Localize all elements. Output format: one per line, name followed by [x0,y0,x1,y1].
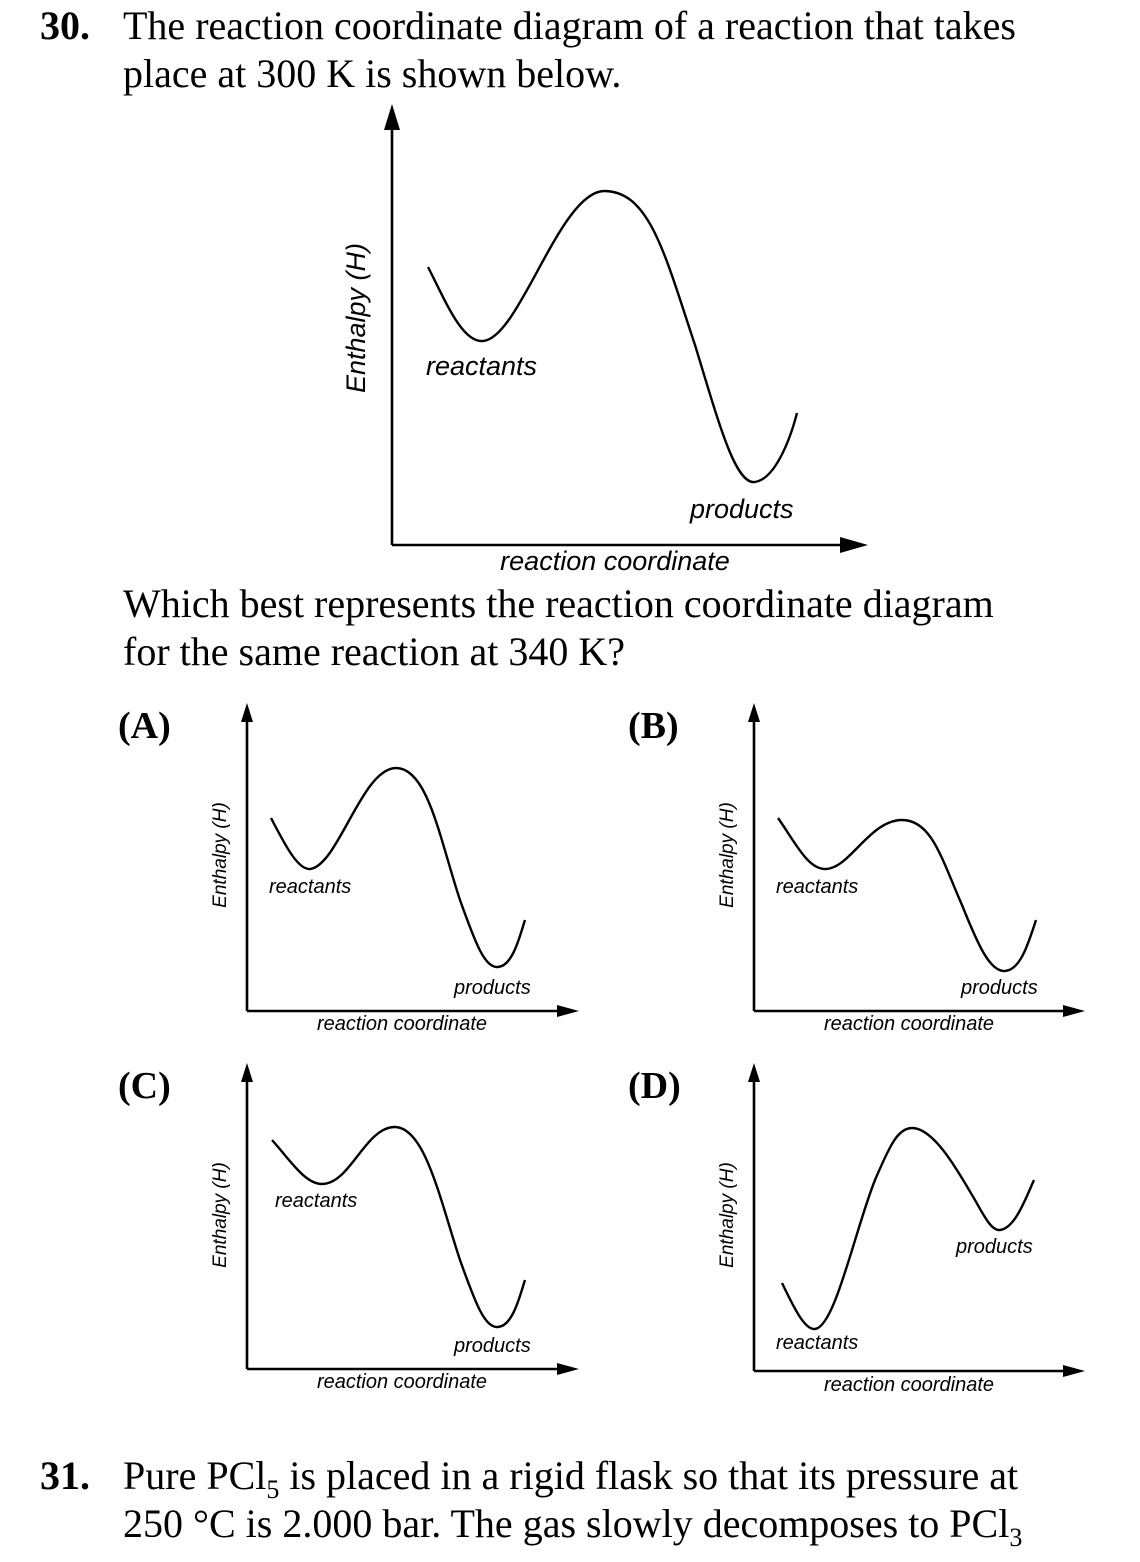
option-c-label[interactable]: (C) [118,1065,171,1107]
main-y-axis-label: Enthalpy (H) [341,243,371,393]
option-c-y-axis-label: Enthalpy (H) [210,1162,231,1268]
q31-line1-pre: Pure PCl [123,1453,267,1498]
main-y-axis-arrow [384,104,400,130]
option-c-energy-curve [271,1125,527,1329]
option-b-y-axis-label: Enthalpy (H) [717,802,738,908]
option-d-label[interactable]: (D) [628,1065,681,1107]
q31-line1-subscript: 5 [266,1475,280,1504]
option-d-products-label: products [955,1236,1033,1258]
option-a-diagram[interactable]: Enthalpy (H) reactants products reaction… [210,703,579,1035]
option-d-y-axis-label: Enthalpy (H) [717,1162,738,1268]
main-reactants-label: reactants [426,351,537,381]
question-30-text-line-2: place at 300 K is shown below. [123,51,622,96]
main-energy-curve [426,189,799,484]
main-diagram-axes [384,104,868,553]
option-a-reactants-label: reactants [269,876,351,898]
option-b-reactants-label: reactants [776,876,858,898]
option-b-y-axis-arrow [748,703,760,722]
main-products-label: products [689,494,794,524]
main-x-axis-arrow [840,537,868,553]
option-d-reactants-label: reactants [776,1332,858,1354]
option-b-products-label: products [960,977,1038,999]
option-d-x-axis-label: reaction coordinate [824,1374,994,1396]
question-31-text-line-2: 250 °C is 2.000 bar. The gas slowly deco… [123,1500,1022,1562]
option-a-y-axis-arrow [241,703,253,722]
question-31-text-line-1: Pure PCl5 is placed in a rigid flask so … [123,1452,1018,1514]
option-c-reactants-label: reactants [275,1190,357,1212]
option-a-x-axis-arrow [557,1005,579,1017]
option-a-label[interactable]: (A) [118,705,171,747]
option-c-x-axis-arrow [557,1363,579,1375]
option-b-x-axis-label: reaction coordinate [824,1013,994,1035]
question-30-ask-line-1: Which best represents the reaction coord… [123,581,994,626]
option-c-diagram[interactable]: Enthalpy (H) reactants products reaction… [210,1063,579,1393]
option-a-energy-curve [269,766,527,969]
main-x-axis-label: reaction coordinate [500,546,730,576]
option-a-x-axis-label: reaction coordinate [317,1013,487,1035]
option-d-x-axis-arrow [1063,1365,1085,1377]
option-b-x-axis-arrow [1063,1005,1085,1017]
option-a-y-axis-label: Enthalpy (H) [210,802,231,908]
q31-line2-subscript: 3 [1009,1523,1023,1552]
option-b-energy-curve [777,817,1038,973]
option-b-diagram[interactable]: Enthalpy (H) reactants products reaction… [717,703,1085,1035]
option-c-x-axis-label: reaction coordinate [317,1371,487,1393]
question-30-ask-line-2: for the same reaction at 340 K? [123,629,626,674]
option-d-y-axis-arrow [748,1063,760,1082]
option-a-products-label: products [453,977,531,999]
option-c-y-axis-arrow [241,1063,253,1082]
q31-line1-post: is placed in a rigid flask so that its p… [279,1453,1019,1498]
question-30-number: 30. [40,3,90,48]
option-d-diagram[interactable]: Enthalpy (H) reactants products reaction… [717,1063,1085,1396]
option-b-label[interactable]: (B) [628,705,679,747]
option-d-energy-curve [780,1126,1036,1331]
question-30-text-line-1: The reaction coordinate diagram of a rea… [123,3,1016,48]
question-31-number: 31. [40,1453,90,1498]
option-c-products-label: products [453,1335,531,1357]
q31-line2-pre: 250 °C is 2.000 bar. The gas slowly deco… [123,1501,1010,1546]
